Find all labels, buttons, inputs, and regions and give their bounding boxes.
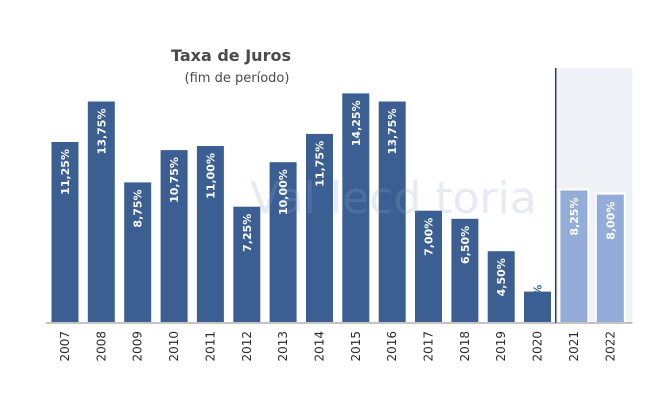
data-label-2009: 8,75%	[132, 189, 145, 227]
chart-title: Taxa de Juros	[171, 46, 291, 65]
data-label-2011: 11,00%	[204, 153, 217, 199]
x-tick-2009: 2009	[131, 331, 145, 362]
data-label-2021: 8,25%	[568, 198, 581, 236]
data-label-2017: 7,00%	[423, 218, 436, 256]
data-label-2010: 10,75%	[168, 157, 181, 203]
bar-2015	[340, 91, 372, 325]
x-tick-2016: 2016	[385, 331, 399, 362]
x-tick-2007: 2007	[58, 331, 72, 362]
data-label-2020: 2,00%	[532, 285, 545, 323]
bar-2022	[594, 192, 626, 324]
bar-2014	[304, 131, 335, 324]
bars-group	[49, 91, 626, 325]
bar-2013	[267, 160, 299, 324]
data-label-2019: 4,50%	[495, 258, 508, 296]
data-label-2016: 13,75%	[386, 109, 399, 155]
data-label-2018: 6,50%	[459, 226, 472, 264]
data-label-2008: 13,75%	[95, 109, 108, 155]
data-labels-group: 11,25% 13,75% 8,75% 10,75% 11,00% 7,25% 10,00%…	[59, 100, 617, 322]
x-tick-2013: 2013	[276, 331, 290, 362]
x-tick-2022: 2022	[603, 331, 617, 362]
x-tick-2012: 2012	[240, 331, 254, 362]
bar-2016	[376, 99, 408, 324]
data-label-2015: 14,25%	[350, 100, 363, 146]
x-tick-2014: 2014	[313, 331, 327, 362]
watermark: Val lecd toria	[250, 173, 537, 224]
x-tick-2020: 2020	[531, 331, 545, 362]
x-tick-2011: 2011	[203, 331, 217, 362]
bar-2018	[449, 216, 481, 324]
x-tick-2017: 2017	[422, 331, 436, 362]
bar-2009	[122, 180, 154, 324]
x-tick-labels-group: 2007 2008 2009 2010 2011 2012 2013 2014 2015 2016…	[58, 331, 617, 362]
bar-2021	[558, 188, 590, 324]
bar-2008	[85, 99, 117, 324]
x-tick-2015: 2015	[349, 331, 363, 362]
x-tick-2019: 2019	[494, 331, 508, 362]
data-label-2014: 11,75%	[314, 141, 327, 187]
x-tick-2008: 2008	[94, 331, 108, 362]
bar-2020	[522, 289, 553, 325]
data-label-2022: 8,00%	[604, 202, 617, 240]
chart-subtitle: (fim de período)	[185, 71, 290, 86]
bar-2007	[49, 140, 81, 324]
data-label-2013: 10,00%	[277, 169, 290, 215]
data-label-2007: 11,25%	[59, 149, 72, 195]
x-tick-2021: 2021	[567, 331, 581, 362]
x-tick-2010: 2010	[167, 331, 181, 362]
data-label-2012: 7,25%	[241, 214, 254, 252]
x-tick-2018: 2018	[458, 331, 472, 362]
